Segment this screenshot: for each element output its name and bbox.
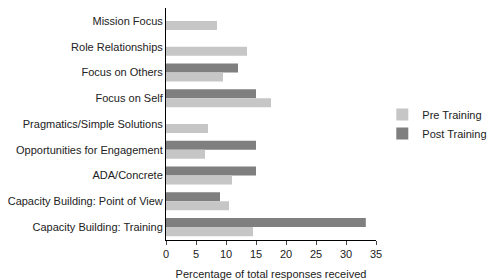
svg-text:Pre Training: Pre Training: [422, 109, 481, 121]
svg-text:20: 20: [280, 248, 292, 260]
svg-text:Opportunities for Engagement: Opportunities for Engagement: [16, 144, 163, 156]
svg-text:Capacity Building: Training: Capacity Building: Training: [33, 221, 163, 233]
svg-text:Role Relationships: Role Relationships: [71, 41, 163, 53]
svg-text:30: 30: [340, 248, 352, 260]
svg-text:Capacity Building: Point of Vi: Capacity Building: Point of View: [8, 195, 163, 207]
svg-text:35: 35: [370, 248, 382, 260]
svg-text:Post Training: Post Training: [422, 128, 486, 140]
svg-text:Mission Focus: Mission Focus: [93, 15, 164, 27]
svg-text:Pragmatics/Simple Solutions: Pragmatics/Simple Solutions: [23, 118, 164, 130]
svg-text:Focus on Others: Focus on Others: [81, 66, 163, 78]
svg-text:10: 10: [220, 248, 232, 260]
svg-text:ADA/Concrete: ADA/Concrete: [92, 169, 162, 181]
svg-text:Percentage of total responses: Percentage of total responses received: [176, 268, 367, 280]
svg-text:0: 0: [163, 248, 169, 260]
svg-text:5: 5: [193, 248, 199, 260]
svg-text:25: 25: [310, 248, 322, 260]
svg-text:Focus on Self: Focus on Self: [96, 92, 164, 104]
svg-text:15: 15: [250, 248, 262, 260]
